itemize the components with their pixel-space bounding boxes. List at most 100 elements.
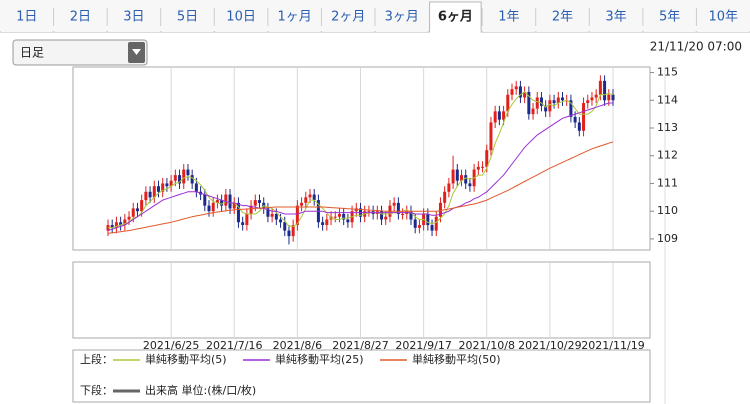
tab-label[interactable]: 3日 — [123, 10, 144, 25]
tab-label[interactable]: 3ヶ月 — [385, 10, 419, 25]
candle-body — [249, 205, 253, 214]
volume-panel — [72, 261, 651, 339]
candle-body — [308, 194, 312, 198]
y-tick-label: 113 — [657, 121, 678, 134]
candle-body — [312, 194, 316, 201]
candle-body — [598, 80, 602, 95]
tab[interactable] — [108, 4, 160, 32]
moving-average-line — [107, 141, 614, 234]
candle-body — [573, 116, 577, 123]
candle-body — [523, 91, 527, 98]
tab-label[interactable]: 10年 — [708, 10, 738, 25]
tab-label[interactable]: 6ヶ月 — [438, 10, 473, 25]
candle-body — [460, 175, 463, 181]
tab[interactable] — [697, 4, 749, 32]
candle-body — [590, 97, 594, 101]
tab-label[interactable]: 5年 — [659, 10, 680, 25]
candle-body — [127, 216, 131, 220]
candle-body — [544, 105, 548, 112]
candle-body — [169, 180, 173, 187]
tab[interactable] — [161, 4, 214, 32]
candle-body — [333, 216, 337, 218]
candle-body — [409, 211, 413, 220]
tab-label[interactable]: 2日 — [70, 10, 91, 25]
y-tick-label: 111 — [657, 176, 678, 189]
candle-body — [510, 89, 514, 95]
candle-body — [586, 100, 590, 104]
candle-body — [455, 169, 459, 181]
tab-label[interactable]: 3年 — [605, 10, 626, 25]
candle-body — [476, 166, 480, 170]
tab[interactable] — [483, 4, 535, 32]
candle-body — [148, 191, 152, 198]
candle-body — [502, 111, 506, 120]
candle-body — [464, 175, 468, 184]
tab[interactable] — [215, 4, 267, 32]
candle-body — [380, 211, 384, 220]
candle-body — [140, 200, 144, 212]
tab-label[interactable]: 2ヶ月 — [331, 10, 365, 25]
candle-body — [165, 183, 169, 187]
candle-body — [497, 111, 501, 120]
tab-label[interactable]: 1ヶ月 — [278, 10, 312, 25]
dropdown-label[interactable]: 日足 — [20, 46, 44, 60]
candle-body — [253, 200, 257, 206]
x-tick-label: 2021/9/17 — [395, 339, 451, 352]
legend-label: 出来高 単位:(株/口/枚) — [145, 383, 256, 397]
candle-body — [506, 94, 510, 112]
x-tick-label: 2021/7/16 — [206, 339, 262, 352]
x-tick-label: 2021/6/25 — [143, 339, 199, 352]
candle-body — [582, 103, 586, 131]
tab-label[interactable]: 1年 — [498, 10, 519, 25]
candle-body — [266, 208, 270, 217]
tab[interactable] — [268, 4, 321, 32]
tab[interactable] — [376, 4, 428, 32]
candle-body — [518, 86, 522, 98]
candle-body — [274, 213, 278, 220]
tab-label[interactable]: 1日 — [16, 10, 37, 25]
tab-label[interactable]: 2年 — [552, 10, 573, 25]
legend-label: 単純移動平均(50) — [412, 352, 501, 366]
candle-body — [426, 213, 430, 226]
legend-box — [72, 349, 651, 403]
candle-body — [245, 213, 249, 226]
tab[interactable] — [54, 4, 107, 32]
dropdown[interactable] — [12, 39, 148, 66]
candle-body — [438, 202, 442, 217]
y-tick-label: 112 — [657, 149, 678, 162]
legend-label: 単純移動平均(5) — [145, 352, 227, 366]
legend-label: 単純移動平均(25) — [275, 352, 364, 366]
tab-label[interactable]: 5日 — [177, 10, 198, 25]
candle-body — [131, 208, 135, 217]
candle-body — [182, 169, 186, 184]
tab-label[interactable]: 10日 — [226, 10, 256, 25]
tab[interactable] — [429, 1, 482, 33]
candle-body — [552, 100, 556, 104]
candle-body — [304, 197, 308, 203]
tab[interactable] — [536, 4, 589, 32]
candle-body — [434, 216, 438, 231]
tabs: 1日 2日 3日 5日 10日 1ヶ月 2ヶ月 3ヶ月 6ヶ月 1年 2年 3年 5年 10年 — [1, 1, 749, 33]
x-tick-label: 2021/8/6 — [273, 339, 322, 352]
candle-body — [232, 202, 236, 209]
tab[interactable] — [1, 4, 53, 32]
lower-label: 下段： — [80, 383, 113, 397]
candle-body — [367, 211, 371, 213]
candle-body — [190, 175, 194, 184]
candle-body — [413, 219, 417, 228]
tab[interactable] — [590, 4, 642, 32]
candle-body — [114, 222, 118, 228]
candle-body — [283, 222, 287, 231]
tab[interactable] — [643, 4, 696, 32]
candle-body — [531, 108, 535, 115]
candle-body — [561, 97, 564, 101]
candle-body — [594, 94, 598, 98]
candle-body — [236, 202, 240, 223]
tab[interactable] — [322, 4, 374, 32]
candle-body — [207, 205, 211, 212]
candle-body — [325, 219, 329, 226]
candle-body — [110, 225, 114, 228]
candle-body — [119, 222, 123, 226]
dropdown-arrow — [132, 49, 141, 55]
candle-body — [485, 150, 489, 167]
